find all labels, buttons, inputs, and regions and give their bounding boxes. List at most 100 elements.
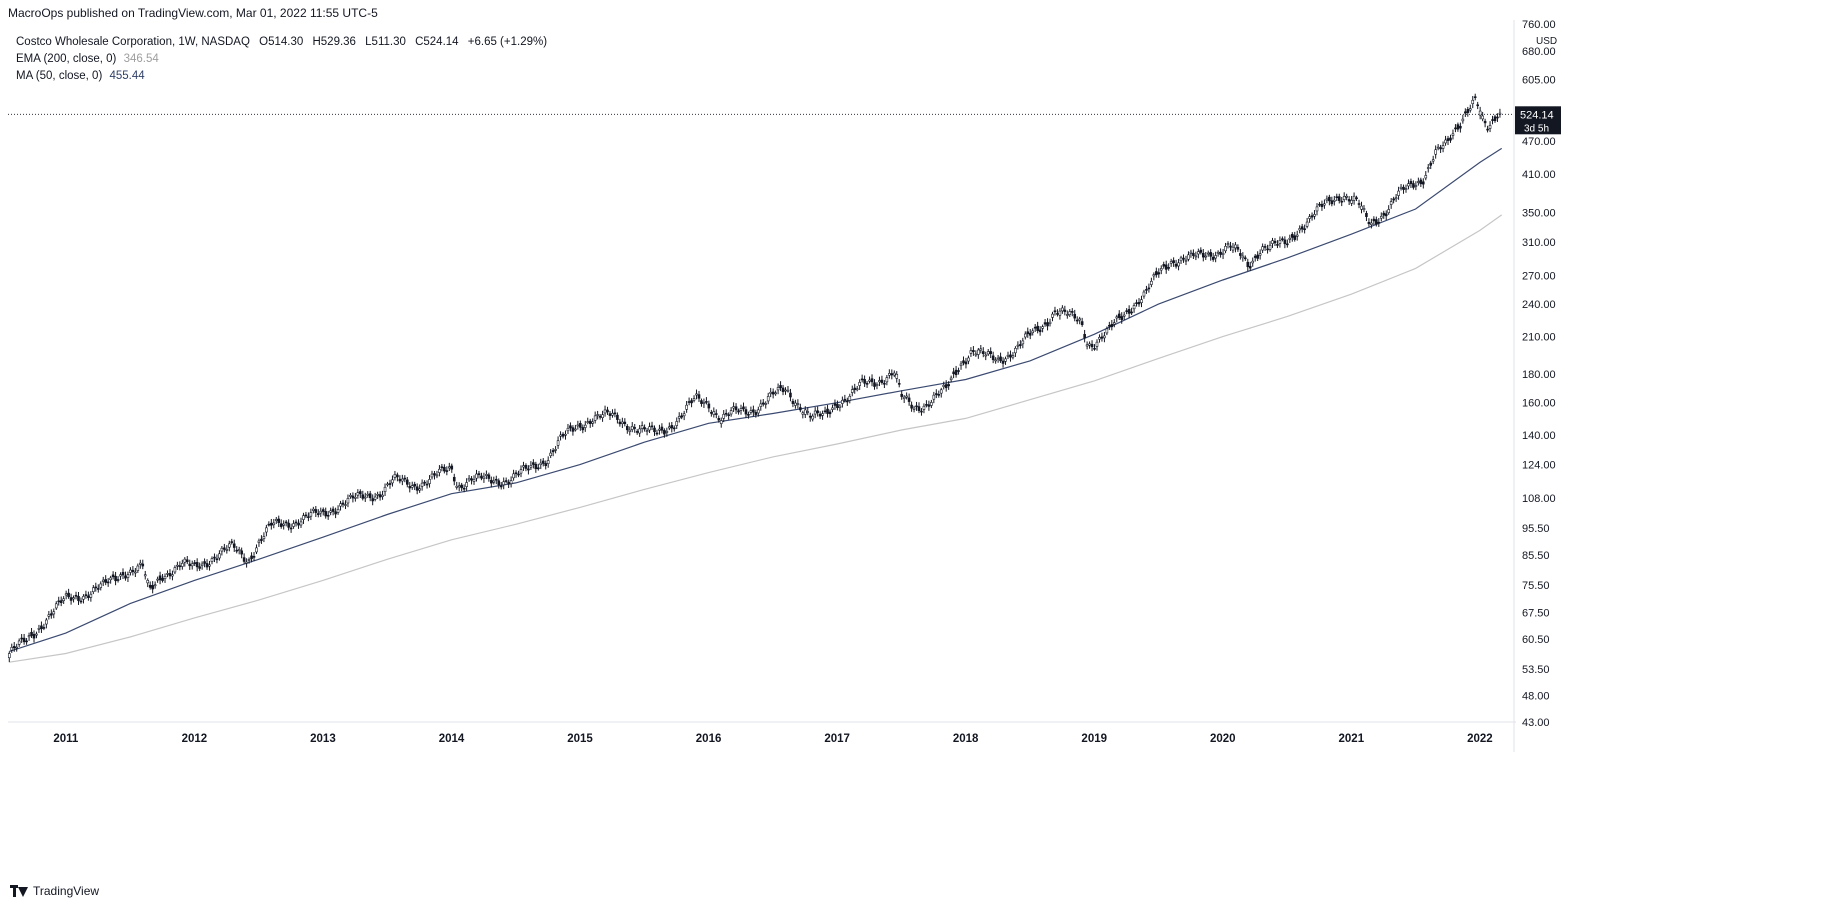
candle-body [1234,244,1237,249]
candle-body [89,593,93,598]
ma-legend-row[interactable]: MA (50, close, 0) 455.44 [16,68,547,85]
symbol-label[interactable]: Costco Wholesale Corporation, 1W, NASDAQ [16,36,250,48]
candle-body [45,619,48,625]
candle-body [200,563,204,566]
candle-body [574,428,577,431]
y-tick-label: 160.00 [1522,398,1556,410]
candle-body [616,414,619,420]
candle-body [1367,221,1371,225]
candle-body [947,384,950,387]
candle-body [514,472,518,475]
candle-body [141,563,145,567]
candle-body [1464,111,1467,114]
candle-body [643,427,646,430]
x-tick-label: 2017 [824,733,850,745]
candle-body [989,351,992,355]
candle-body [850,389,854,393]
candle-body [220,547,224,552]
candle-body [692,398,696,401]
candle-body [625,425,629,431]
candle-body [621,421,624,424]
candle-body [163,576,167,579]
candle-body [1362,208,1366,211]
candle-body [1184,259,1188,262]
candle-body [99,583,103,588]
candle-body [1412,183,1415,188]
candle-body [351,495,355,499]
candle-body [959,363,963,366]
candle-body [994,359,997,362]
candle-body [1379,216,1383,219]
candle-body [27,635,31,638]
ema-legend-row[interactable]: EMA (200, close, 0) 346.54 [16,51,547,68]
candle-body [96,588,100,590]
x-tick-label: 2011 [53,733,79,745]
candle-body [10,647,14,651]
candle-body [836,403,839,409]
candle-body [900,393,903,397]
candle-body [1209,252,1213,257]
candle-body [915,405,918,408]
candle-body [962,360,965,364]
candle-body [356,492,360,496]
x-tick-label: 2012 [182,733,208,745]
candle-body [272,522,276,526]
candle-body [935,393,938,395]
candle-body [680,415,683,418]
candle-body [1103,335,1106,339]
candle-body [309,512,313,517]
candle-body [203,561,206,564]
candle-body [1046,322,1049,327]
candle-body [354,496,357,499]
candle-body [208,564,211,567]
candle-body [1488,125,1492,129]
candle-body [1303,228,1306,231]
candle-body [561,433,565,437]
candle-body [638,428,641,434]
y-tick-label: 680.00 [1522,46,1556,58]
candle-body [181,563,184,567]
high-value: H529.36 [312,36,356,48]
candle-body [50,613,53,616]
candle-body [1108,324,1111,327]
candle-body [460,484,463,489]
candle-body [811,415,815,420]
candle-body [695,393,698,396]
candle-body [705,401,708,403]
candle-body [532,462,535,465]
candle-body [368,493,372,499]
candle-body [1258,253,1262,256]
candle-body [250,555,253,560]
candle-body [769,391,772,394]
candle-body [1422,181,1425,185]
candle-body [1372,218,1376,222]
candle-body [193,562,196,564]
candle-body [1130,311,1133,314]
candle-body [559,434,562,437]
candle-body [1226,243,1230,245]
candle-body [1147,287,1151,290]
candle-body [1236,246,1240,250]
candle-body [87,595,90,598]
price-chart[interactable]: 760.00 680.00 605.00 470.00 410.00 350.00 310.… [0,20,1834,880]
candle-body [771,391,775,395]
candle-body [588,420,592,424]
candle-body [1481,115,1484,120]
candle-body [537,467,540,470]
candle-body [1382,212,1386,216]
candle-body [393,474,397,478]
candle-body [1283,239,1287,245]
candle-body [477,473,481,475]
candle-body [359,491,362,495]
candle-body [1231,246,1235,251]
candle-body [262,536,266,539]
candle-body [178,565,182,568]
candle-body [863,379,866,384]
candle-body [524,465,528,469]
candle-body [969,350,973,354]
candle-body [1431,159,1435,162]
candle-body [1449,137,1452,141]
candle-body [433,473,436,476]
candle-body [1333,199,1336,202]
candle-body [813,410,817,415]
